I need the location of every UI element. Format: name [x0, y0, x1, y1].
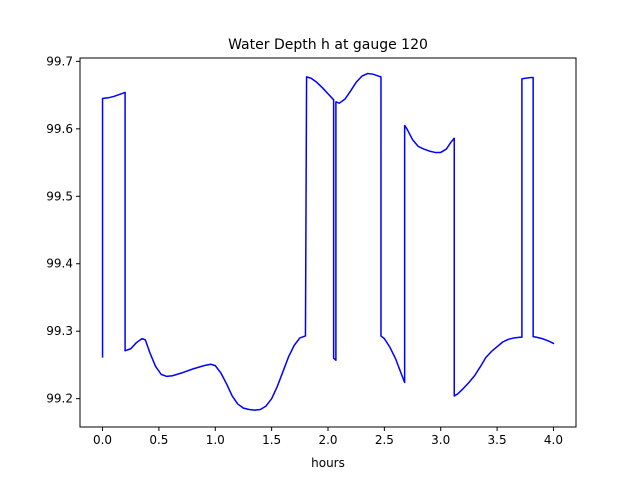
y-tick-label: 99.5: [46, 189, 73, 203]
x-tick-label: 0.0: [93, 433, 112, 447]
plot-series: [101, 72, 555, 411]
x-tick-label: 1.5: [262, 433, 281, 447]
y-tick-label: 99.2: [46, 392, 73, 406]
x-tick-label: 3.0: [431, 433, 450, 447]
x-tick-label: 3.5: [488, 433, 507, 447]
y-tick-label: 99.4: [46, 257, 73, 271]
x-tick-label: 0.5: [149, 433, 168, 447]
x-tick-label: 1.0: [206, 433, 225, 447]
y-tick-label: 99.7: [46, 54, 73, 68]
x-tick-label: 2.5: [375, 433, 394, 447]
x-axis-ticks: 0.0 0.5 1.0 1.5 2.0 2.5 3.0 3.5 4.0: [93, 427, 563, 447]
plot-frame: [79, 57, 577, 428]
chart-title: Water Depth h at gauge 120: [228, 37, 428, 53]
x-tick-label: 2.0: [318, 433, 337, 447]
y-tick-label: 99.3: [46, 324, 73, 338]
y-axis-ticks: 99.2 99.3 99.4 99.5 99.6 99.7: [46, 54, 80, 406]
y-tick-label: 99.6: [46, 122, 73, 136]
x-axis-label: hours: [311, 456, 345, 470]
water-depth-line: [101, 72, 555, 411]
x-tick-label: 4.0: [544, 433, 563, 447]
